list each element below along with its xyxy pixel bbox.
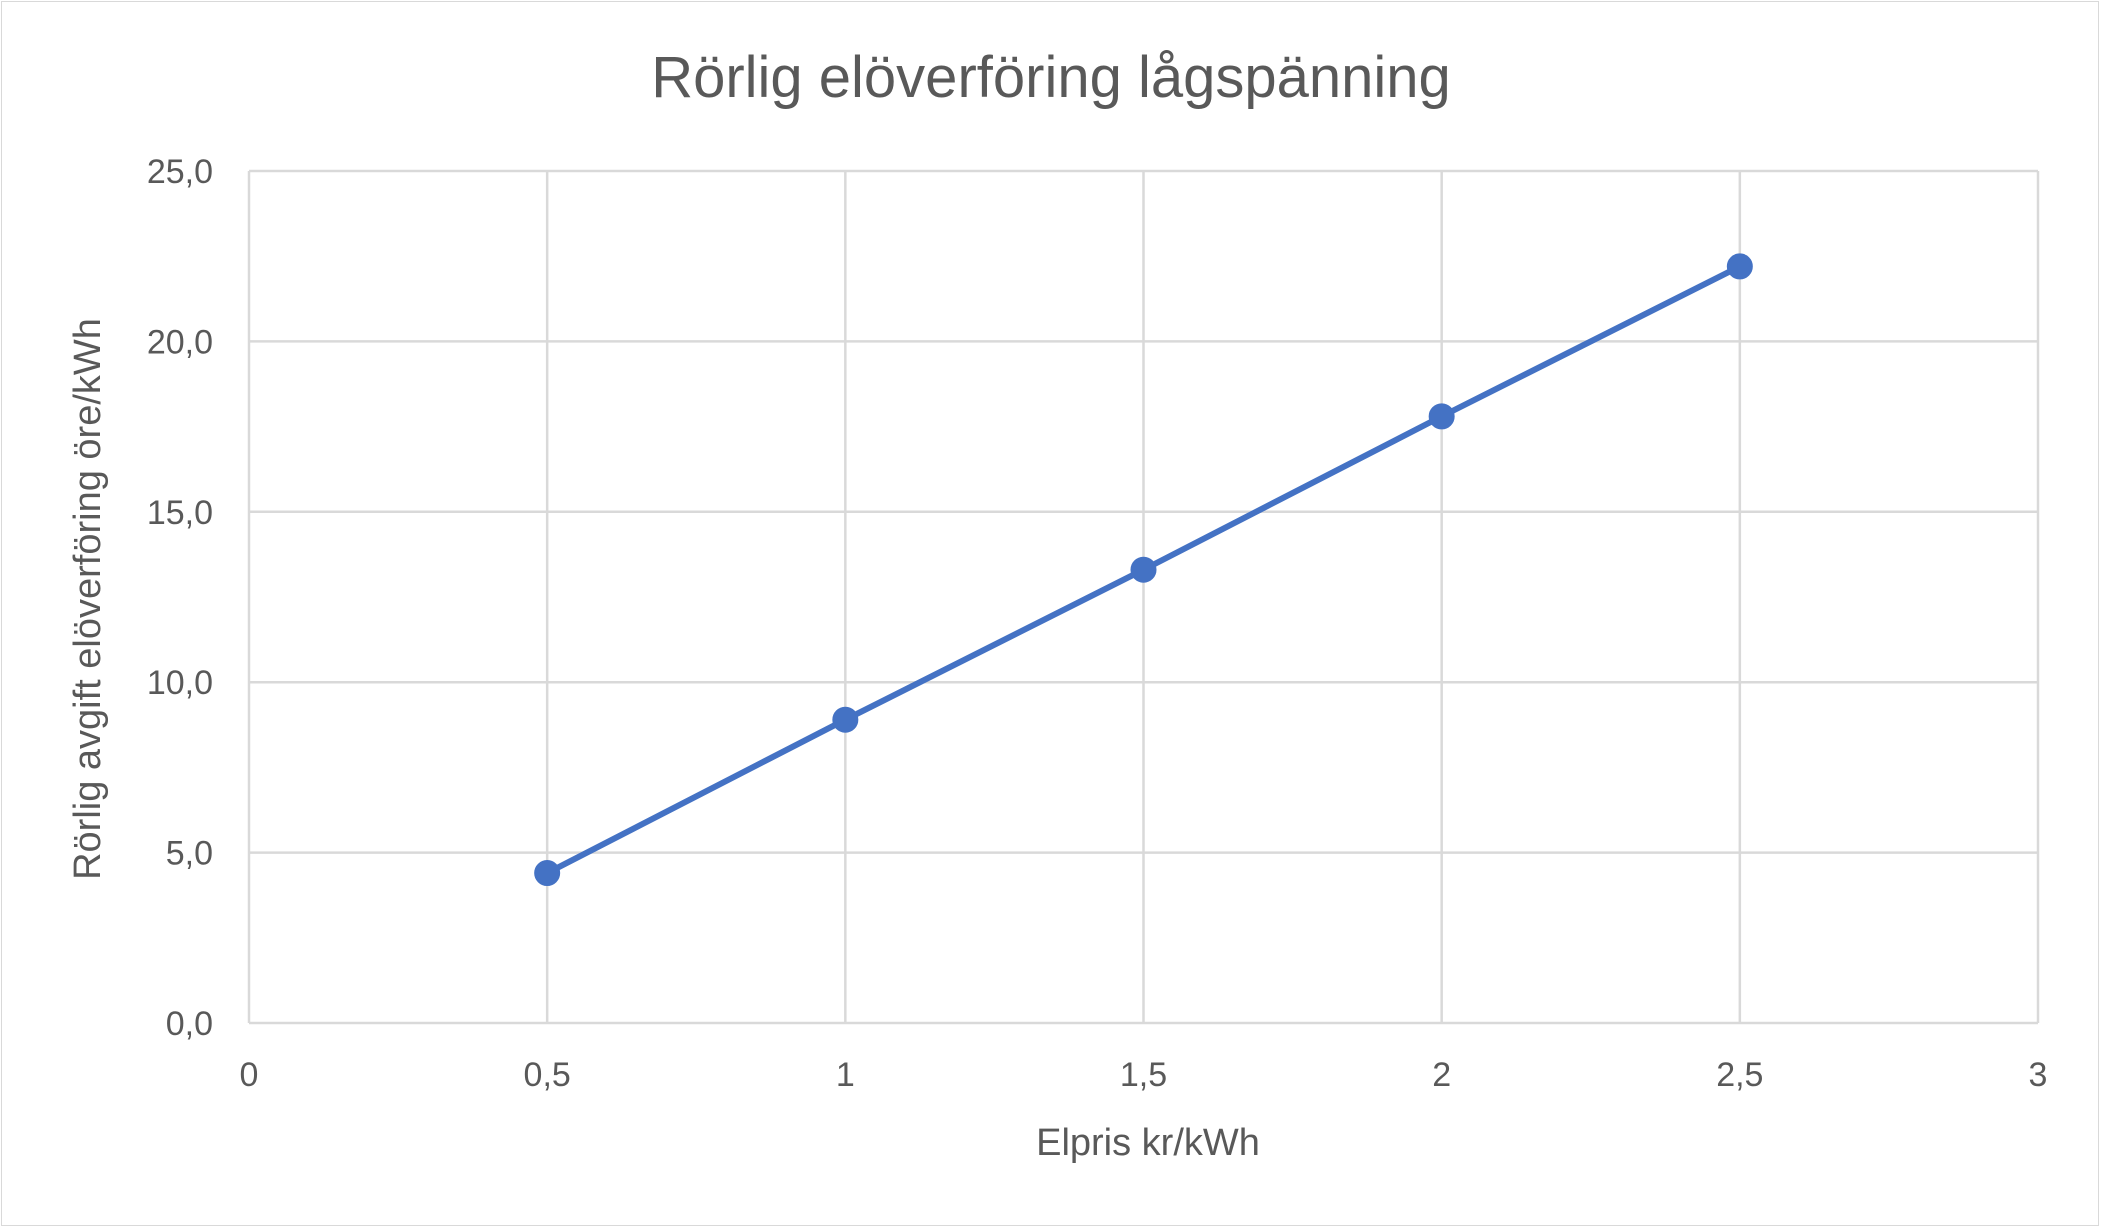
gridlines xyxy=(247,169,2040,1025)
y-tick-label: 20,0 xyxy=(147,323,213,361)
y-axis-title: Rörlig avgift elöverföring öre/kWh xyxy=(67,318,109,880)
y-axis-tick-labels: 0,0 5,0 10,0 15,0 20,0 25,0 xyxy=(147,153,213,1043)
y-tick-label: 5,0 xyxy=(166,835,213,873)
x-tick-label: 1 xyxy=(836,1056,855,1094)
chart-title: Rörlig elöverföring lågspänning xyxy=(651,45,1451,110)
y-tick-label: 0,0 xyxy=(166,1005,213,1043)
y-tick-label: 15,0 xyxy=(147,494,213,532)
data-point xyxy=(1428,403,1455,430)
x-tick-label: 2,5 xyxy=(1716,1056,1763,1094)
x-tick-label: 1,5 xyxy=(1120,1056,1167,1094)
x-tick-label: 0,5 xyxy=(524,1056,571,1094)
data-series xyxy=(534,253,1753,887)
data-point xyxy=(534,860,561,887)
x-axis-title: Elpris kr/kWh xyxy=(1036,1122,1260,1164)
y-tick-label: 10,0 xyxy=(147,664,213,702)
x-tick-label: 2 xyxy=(1432,1056,1451,1094)
x-tick-label: 0 xyxy=(240,1056,259,1094)
y-tick-label: 25,0 xyxy=(147,153,213,191)
data-point xyxy=(1726,253,1753,280)
data-point xyxy=(1130,556,1157,583)
data-point xyxy=(832,706,859,733)
x-tick-label: 3 xyxy=(2029,1056,2048,1094)
x-axis-tick-labels: 0 0,5 1 1,5 2 2,5 3 xyxy=(240,1056,2048,1094)
